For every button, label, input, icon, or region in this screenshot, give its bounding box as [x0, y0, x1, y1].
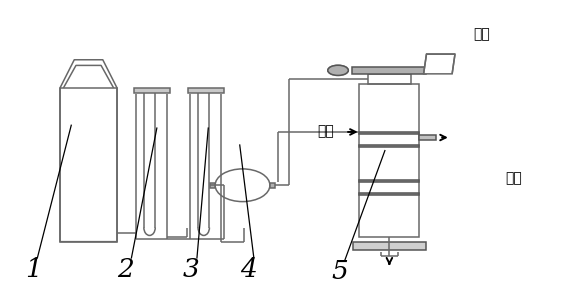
Text: 燃气: 燃气: [505, 171, 521, 185]
Bar: [352, 67, 427, 74]
Bar: [188, 88, 223, 93]
Polygon shape: [424, 54, 455, 74]
Bar: [210, 183, 215, 188]
Text: 2: 2: [117, 257, 134, 282]
Bar: [419, 135, 436, 140]
Ellipse shape: [215, 169, 270, 202]
Text: 1: 1: [25, 257, 41, 282]
Bar: [368, 74, 411, 84]
Ellipse shape: [328, 65, 348, 75]
Bar: [360, 180, 419, 182]
Text: 4: 4: [240, 257, 257, 282]
Bar: [270, 183, 275, 188]
Bar: [360, 193, 419, 195]
Bar: [60, 88, 117, 242]
Bar: [360, 145, 419, 147]
Text: 排灰: 排灰: [474, 27, 491, 41]
Text: 5: 5: [331, 259, 348, 284]
Bar: [134, 88, 169, 93]
Bar: [360, 132, 419, 134]
Bar: [360, 84, 419, 237]
Bar: [353, 242, 426, 250]
Text: 3: 3: [183, 257, 200, 282]
Text: 空气: 空气: [317, 125, 333, 139]
